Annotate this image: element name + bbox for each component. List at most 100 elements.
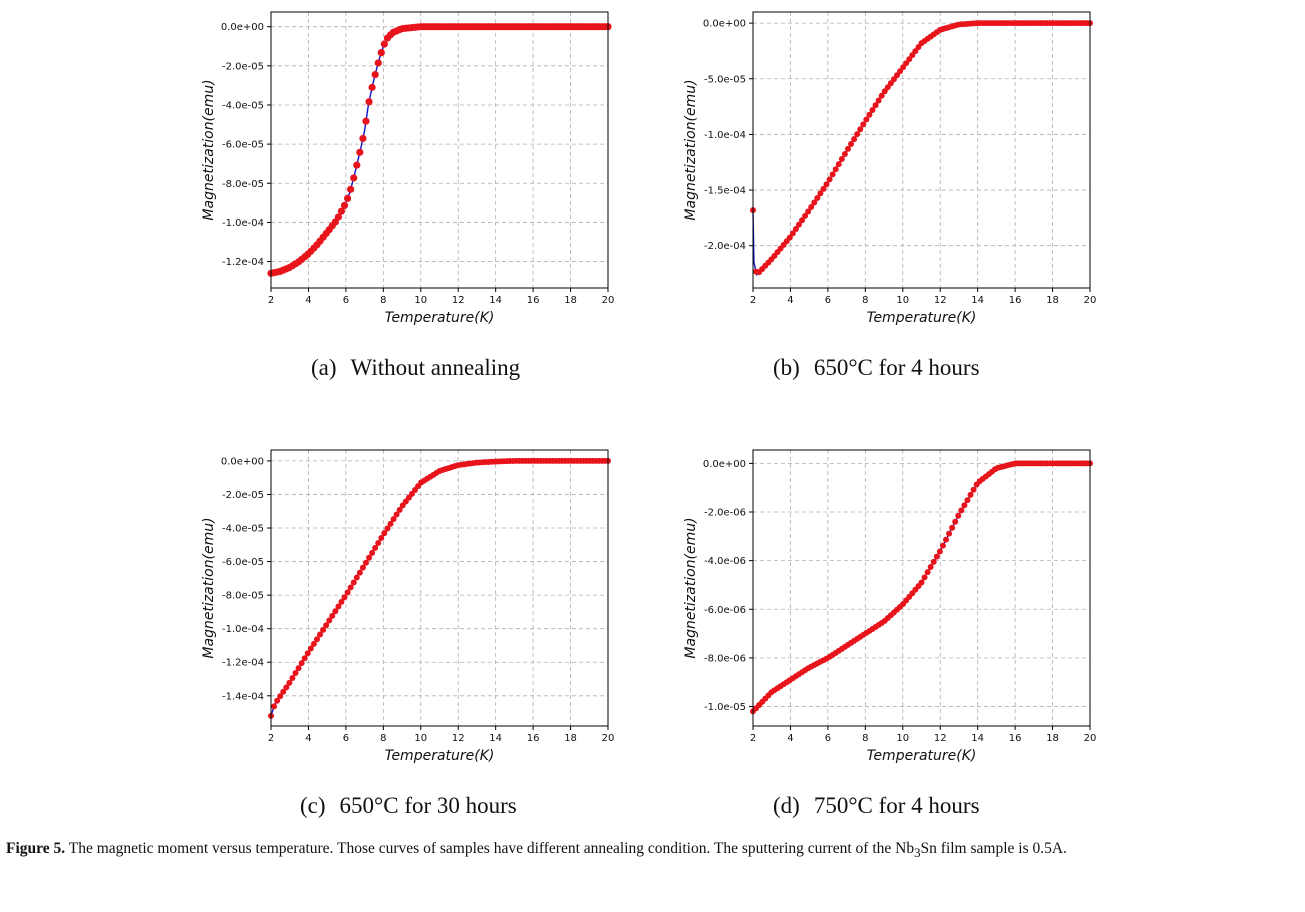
caption-c-label: (c) — [300, 793, 326, 818]
x-tick-label: 12 — [452, 733, 465, 744]
data-point — [271, 703, 278, 710]
data-point — [366, 554, 373, 561]
x-tick-label: 10 — [896, 295, 909, 306]
caption-d: (d) 750°C for 4 hours — [773, 793, 980, 819]
data-point — [958, 507, 965, 514]
data-point — [832, 166, 839, 173]
data-point — [353, 161, 361, 169]
x-tick-label: 16 — [527, 733, 540, 744]
x-tick-label: 6 — [343, 295, 349, 306]
data-point — [841, 150, 848, 157]
data-point — [872, 102, 879, 109]
data-point — [372, 544, 379, 551]
data-point — [866, 111, 873, 118]
data-point — [350, 174, 358, 182]
caption-a-text: Without annealing — [350, 355, 521, 380]
x-tick-label: 4 — [305, 733, 311, 744]
x-tick-label: 2 — [268, 733, 274, 744]
x-axis-label: Temperature(K) — [385, 748, 495, 764]
plot-frame — [752, 11, 1091, 289]
data-point — [304, 650, 311, 657]
x-axis-label: Temperature(K) — [867, 748, 977, 764]
data-point — [396, 506, 403, 513]
chart-panel-a: 2 4 6 8 10 12 14 16 18 20 0.0e+00 -2.0e-05 -4.0e-05 -… — [195, 4, 675, 334]
x-tick-label: 8 — [380, 733, 386, 744]
data-point — [946, 530, 953, 537]
x-tick-label: 4 — [787, 295, 793, 306]
data-point — [347, 185, 355, 193]
data-point — [826, 176, 833, 183]
y-axis-label: Magnetization(emu) — [201, 517, 217, 658]
chart-b: 2 4 6 8 10 12 14 16 18 20 0.0e+00 -5.0e-05 -1.0e-04 -… — [683, 11, 1097, 326]
x-tick-label: 2 — [750, 733, 756, 744]
x-tick-label: 10 — [896, 733, 909, 744]
data-point — [805, 208, 812, 215]
caption-b-label: (b) — [773, 355, 800, 380]
data-point — [949, 524, 956, 531]
caption-a: (a) Without annealing — [311, 355, 520, 381]
chart-c: 2 4 6 8 10 12 14 16 18 20 0.0e+00 -2.0e-05 -4.0e-05 -… — [201, 449, 614, 764]
data-point — [356, 148, 364, 156]
data-point — [380, 40, 388, 48]
data-point — [878, 92, 885, 99]
y-tick-label: -1.2e-04 — [222, 658, 264, 669]
data-point — [384, 525, 391, 532]
data-point — [792, 226, 799, 233]
data-point — [371, 70, 379, 79]
data-point — [808, 204, 815, 211]
plot-area — [753, 12, 1090, 288]
data-point — [344, 589, 351, 596]
data-point — [289, 674, 296, 681]
y-tick-label: -2.0e-04 — [704, 241, 746, 252]
plot-frame — [752, 449, 1091, 727]
data-point — [936, 548, 943, 555]
chart-d: 2 4 6 8 10 12 14 16 18 20 0.0e+00 -2.0e-06 -4.0e-06 -… — [683, 449, 1096, 764]
y-tick-label: -1.2e-04 — [222, 257, 264, 268]
data-point — [362, 117, 370, 125]
y-tick-label: -4.0e-06 — [704, 556, 746, 567]
y-tick-label: -5.0e-05 — [704, 74, 746, 85]
x-axis-label: Temperature(K) — [385, 310, 495, 326]
x-tick-label: 16 — [1009, 295, 1022, 306]
data-point — [799, 217, 806, 224]
data-point — [854, 131, 861, 138]
data-point — [295, 665, 302, 672]
data-point — [955, 512, 962, 519]
x-tick-label: 16 — [1009, 733, 1022, 744]
x-tick-label: 18 — [564, 733, 577, 744]
data-point — [356, 569, 363, 576]
data-point — [924, 569, 931, 576]
data-point — [362, 559, 369, 566]
data-point — [387, 520, 394, 527]
data-point — [347, 584, 354, 591]
data-point — [918, 579, 925, 586]
data-point — [313, 636, 320, 643]
y-tick-label: -6.0e-05 — [222, 557, 264, 568]
data-point — [368, 83, 376, 91]
data-point — [359, 134, 367, 143]
y-tick-label: 0.0e+00 — [221, 22, 264, 33]
data-point — [964, 497, 971, 504]
y-tick-label: -6.0e-06 — [704, 605, 746, 616]
caption-b-text: 650°C for 4 hours — [813, 355, 980, 380]
x-tick-label: 20 — [1084, 295, 1097, 306]
data-point — [317, 631, 324, 638]
data-point — [359, 564, 366, 571]
y-tick-label: -4.0e-05 — [222, 100, 264, 111]
x-tick-label: 14 — [971, 295, 984, 306]
chart-a: 2 4 6 8 10 12 14 16 18 20 0.0e+00 -2.0e-05 -4.0e-05 -… — [201, 11, 614, 326]
data-point — [393, 511, 400, 518]
caption-d-label: (d) — [773, 793, 800, 818]
data-point — [292, 670, 299, 677]
y-tick-label: -6.0e-05 — [222, 140, 264, 151]
data-point — [338, 598, 345, 605]
data-point — [353, 574, 360, 581]
data-point — [863, 116, 870, 123]
plot-area — [271, 12, 608, 288]
data-point — [332, 608, 339, 615]
data-point — [952, 518, 959, 525]
x-tick-label: 18 — [1046, 733, 1059, 744]
y-tick-label: -1.0e-04 — [222, 218, 264, 229]
y-tick-label: -8.0e-06 — [704, 653, 746, 664]
x-tick-label: 14 — [489, 295, 502, 306]
